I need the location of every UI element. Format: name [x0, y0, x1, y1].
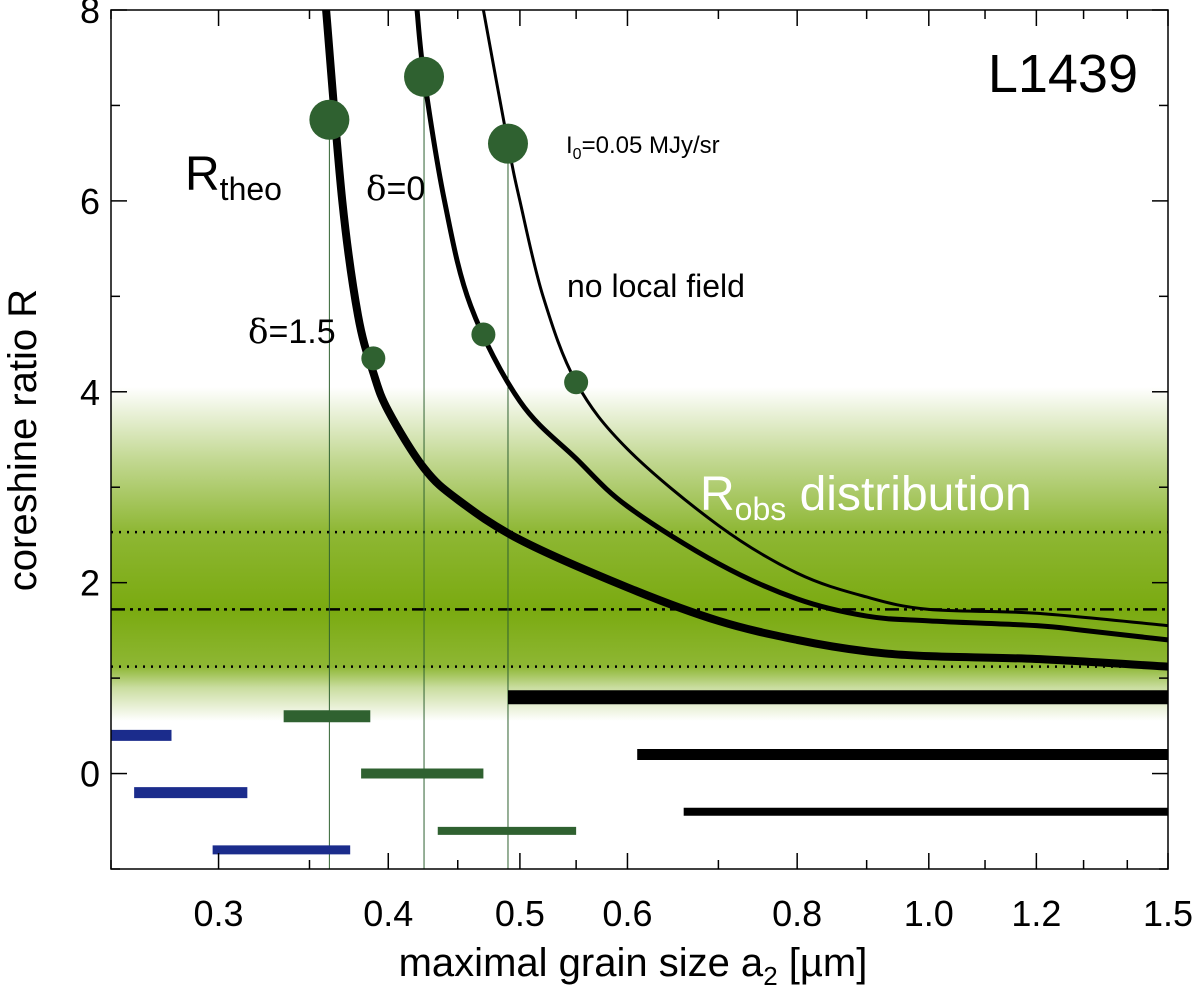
x-tick-label: 0.4 — [363, 893, 413, 934]
x-tick-label: 1.5 — [1143, 893, 1193, 934]
chart-title: L1439 — [988, 44, 1138, 104]
i0-annotation: I0=0.05 MJy/sr — [566, 132, 720, 163]
theory-curve-2 — [481, 10, 1168, 628]
y-tick-label: 8 — [80, 0, 100, 31]
robs-label: Robs distribution — [700, 468, 1032, 527]
theory-curve-1 — [414, 10, 1168, 643]
range-bars — [111, 690, 1168, 855]
curve-marker — [564, 370, 589, 395]
x-tick-labels: 0.3 0.4 0.5 0.6 0.8 1.0 1.2 1.5 — [194, 893, 1193, 934]
x-tick-label: 1.0 — [904, 893, 954, 934]
obs-band-rect — [111, 387, 1168, 722]
curve-marker — [309, 99, 350, 140]
y-tick-label: 2 — [80, 563, 100, 604]
x-tick-label: 0.5 — [495, 893, 545, 934]
y-tick-label: 0 — [80, 754, 100, 795]
plot-frame — [110, 9, 1169, 870]
y-tick-label: 6 — [80, 181, 100, 222]
series-label-delta0: δ=0 — [366, 169, 425, 209]
curve-marker — [487, 123, 528, 164]
curve-markers — [309, 56, 589, 395]
x-tick-label: 0.3 — [194, 893, 244, 934]
theory-curve-0 — [322, 10, 1168, 671]
curve-marker — [361, 346, 386, 371]
y-tick-labels: 0 2 4 6 8 — [80, 0, 100, 795]
rtheo-label: Rtheo — [185, 148, 282, 207]
axis-ticks — [110, 9, 1169, 870]
y-tick-label: 4 — [80, 372, 100, 413]
obs-distribution-band — [111, 387, 1168, 722]
x-tick-label: 1.2 — [1011, 893, 1061, 934]
curve-marker — [404, 56, 445, 97]
curve-marker — [471, 322, 496, 347]
y-axis-title: coreshine ratio R — [1, 289, 45, 591]
theory-curves — [322, 10, 1168, 671]
series-label-no-local-field: no local field — [567, 268, 745, 304]
x-tick-label: 0.8 — [772, 893, 822, 934]
x-tick-label: 0.6 — [602, 893, 652, 934]
series-label-delta15: δ=1.5 — [248, 312, 336, 352]
x-axis-title: maximal grain size a2 [µm] — [399, 941, 868, 990]
